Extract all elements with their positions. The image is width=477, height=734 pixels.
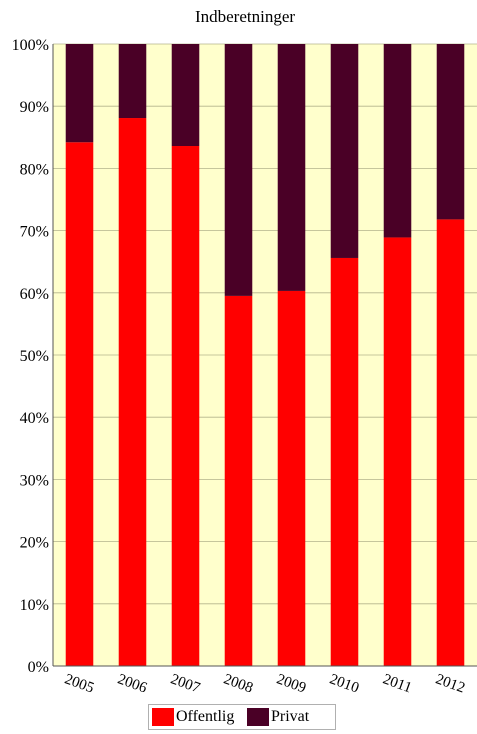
y-tick-label: 70% (20, 224, 49, 241)
x-tick-label: 2009 (274, 671, 308, 696)
y-tick-label: 40% (20, 410, 49, 427)
chart-title: Indberetninger (195, 7, 295, 26)
bar-segment-offentlig (224, 295, 253, 666)
legend-label-privat: Privat (271, 708, 310, 725)
bar-segment-privat (224, 44, 253, 296)
legend-swatch-privat (247, 708, 269, 726)
bar-segment-privat (65, 44, 94, 143)
x-tick-label: 2008 (221, 671, 255, 696)
bar-segment-privat (436, 44, 465, 220)
x-tick-label: 2012 (433, 671, 467, 696)
y-tick-labels: 0% 10% 20% 30% 40% 50% 60% 70% 80% 90% 100% (12, 37, 49, 676)
x-tick-label: 2007 (168, 671, 202, 696)
bar-segment-offentlig (65, 142, 94, 666)
x-tick-label: 2006 (115, 671, 149, 696)
legend-swatch-offentlig (152, 708, 174, 726)
bar-segment-offentlig (171, 146, 200, 666)
bar-segment-privat (277, 44, 306, 291)
y-tick-label: 100% (12, 37, 49, 54)
x-tick-labels: 2005 2006 2007 2008 2009 2010 2011 2012 (62, 671, 467, 696)
x-tick-label: 2005 (62, 671, 96, 696)
bar-segment-privat (171, 44, 200, 147)
bar-segment-privat (330, 44, 359, 258)
bar-segment-privat (118, 44, 147, 119)
y-tick-label: 60% (20, 286, 49, 303)
bar-segment-offentlig (436, 219, 465, 667)
y-tick-label: 0% (28, 659, 49, 676)
y-tick-label: 90% (20, 99, 49, 116)
x-tick-label: 2010 (327, 671, 361, 696)
y-tick-label: 10% (20, 597, 49, 614)
bar-segment-offentlig (277, 290, 306, 666)
bar-segment-offentlig (330, 257, 359, 666)
bar-segment-privat (383, 44, 412, 238)
bar-segment-offentlig (383, 237, 412, 666)
x-tick-label: 2011 (381, 671, 414, 696)
y-tick-label: 80% (20, 161, 49, 178)
y-tick-label: 50% (20, 348, 49, 365)
bars (65, 44, 465, 667)
legend-label-offentlig: Offentlig (176, 708, 235, 725)
bar-segment-offentlig (118, 118, 147, 666)
y-tick-label: 30% (20, 472, 49, 489)
legend: Offentlig Privat (148, 704, 336, 730)
y-tick-label: 20% (20, 535, 49, 552)
